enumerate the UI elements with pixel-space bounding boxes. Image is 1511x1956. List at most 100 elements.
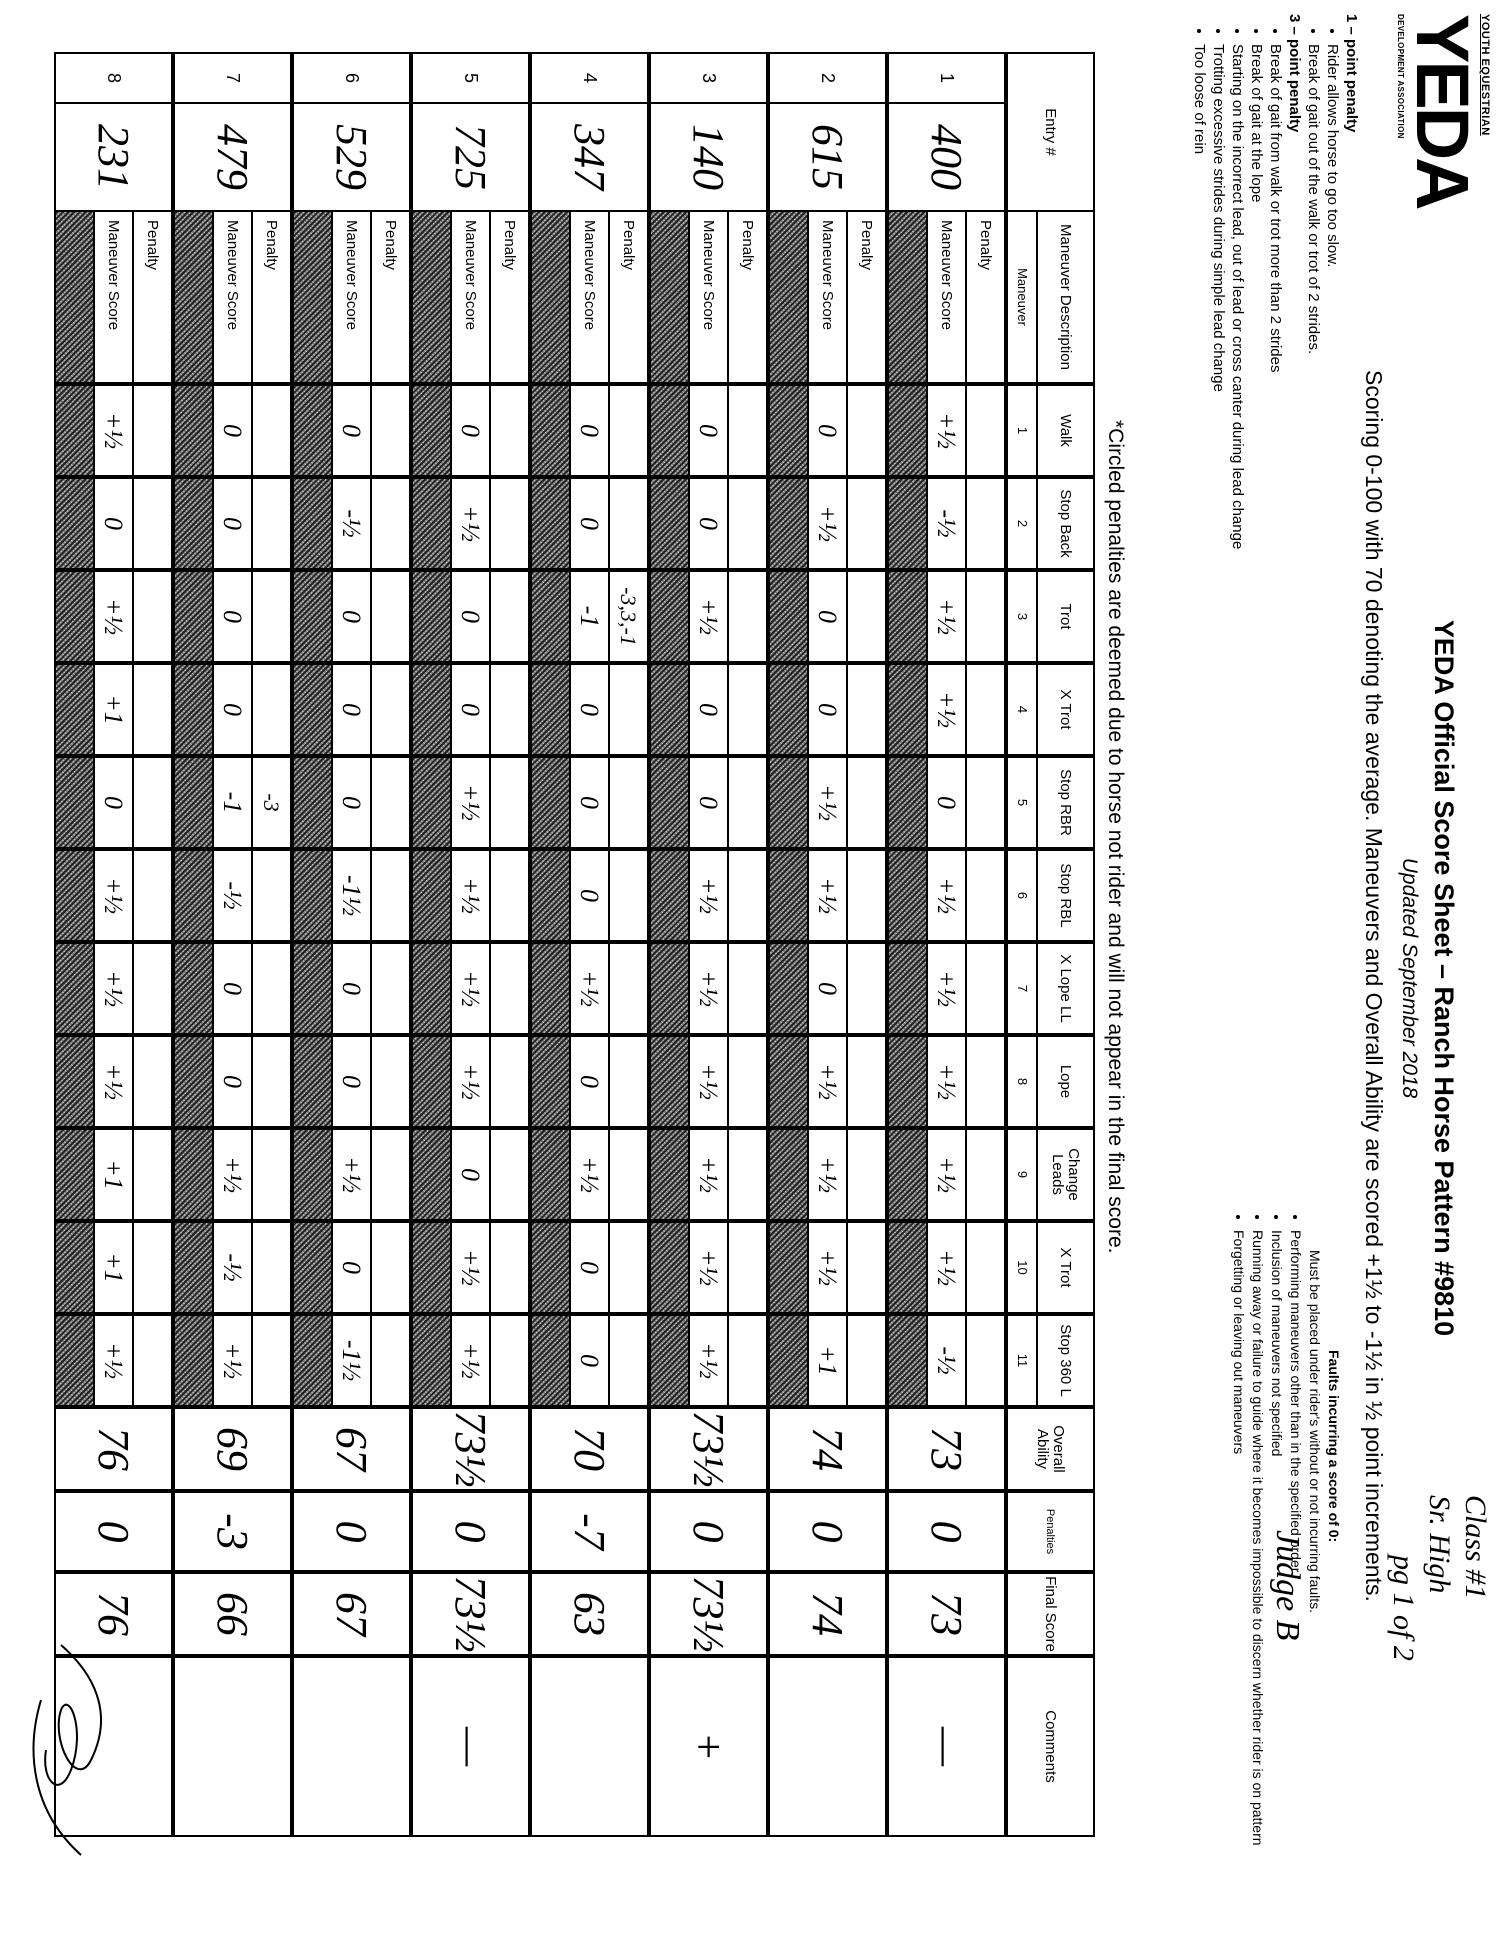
penalty-cell [133,756,173,849]
penalty-cell [728,756,768,849]
shaded-cell [649,942,689,1035]
rule-item: Break of gait at the lope [1247,44,1266,549]
shaded-cell [887,570,927,663]
shaded-cell [887,942,927,1035]
penalty-cell [847,849,887,942]
maneuver-score-cell: 0 [570,384,609,477]
maneuver-score-cell: +½ [570,942,609,1035]
penalty-cell [966,570,1006,663]
shaded-cell [55,477,94,570]
rule-item: Rider allows horse to go too slow. [1323,44,1342,549]
maneuver-score-cell: +½ [689,1314,728,1407]
maneuver-score-cell: +½ [927,384,966,477]
maneuver-header: Walk [1037,384,1094,477]
shaded-cell [411,849,451,942]
penalty-cell [252,849,292,942]
shaded-cell [768,1221,808,1314]
shaded-cell [887,663,927,756]
maneuver-score-cell: 0 [570,477,609,570]
penalty-cell [252,477,292,570]
maneuver-number: 4 [1006,663,1037,756]
faults-note: Must be placed under rider's without or … [1307,1250,1323,1613]
penalty-cell [371,942,411,1035]
rule-item: Too loose of rein [1190,44,1209,549]
row-number: 8 [55,53,173,103]
maneuver-score-cell: +½ [451,477,490,570]
maneuver-score-cell: 0 [451,1128,490,1221]
shaded-cell [530,1221,570,1314]
penalty-cell [371,756,411,849]
penalty-cell [490,384,530,477]
maneuver-header: X Trot [1037,663,1094,756]
shaded-cell [530,477,570,570]
maneuver-score-cell: -1 [213,756,252,849]
final-score: 63 [530,1572,649,1656]
maneuver-score-cell: 0 [213,570,252,663]
shaded-cell [173,211,213,384]
penalty-cell [490,1128,530,1221]
shaded-cell [649,570,689,663]
shaded-cell [530,942,570,1035]
maneuver-score-cell: +½ [689,849,728,942]
penalty-cell [966,756,1006,849]
penalty-total: -7 [530,1491,649,1572]
maneuver-score-cell: 0 [689,663,728,756]
penalty-cell [490,1035,530,1128]
shaded-cell [887,1314,927,1407]
maneuver-score-cell: +½ [213,1314,252,1407]
penalty-cell [728,384,768,477]
shaded-cell [55,384,94,477]
rule-item: Break of gait from walk or trot more tha… [1266,44,1285,549]
penalty-total: -3 [173,1491,292,1572]
overall-ability: 73 [887,1407,1006,1491]
maneuver-score-cell: +½ [451,1314,490,1407]
penalty-cell [371,663,411,756]
shaded-cell [411,756,451,849]
penalty-cell [252,1314,292,1407]
shaded-cell [173,1035,213,1128]
maneuver-score-cell: +1 [94,663,133,756]
penalty-total: 0 [649,1491,768,1572]
shaded-cell [411,942,451,1035]
rule-item: Trotting excessive strides during simple… [1209,44,1228,549]
scoring-instructions: Scoring 0-100 with 70 denoting the avera… [1361,370,1387,1602]
maneuver-score-cell: 0 [451,384,490,477]
penalty-cell [966,849,1006,942]
shaded-cell [411,1221,451,1314]
one-point-title: 1 – point penalty [1343,14,1360,133]
shaded-cell [649,1314,689,1407]
maneuver-score-cell: +½ [94,849,133,942]
maneuver-score-cell: +½ [808,477,847,570]
maneuver-number: 7 [1006,942,1037,1035]
maneuver-score-cell: +½ [94,1314,133,1407]
shaded-cell [411,663,451,756]
penalty-total: 0 [55,1491,173,1572]
maneuver-score-cell: +½ [927,849,966,942]
penalty-cell [133,1035,173,1128]
penalty-label: Penalty [490,211,530,384]
maneuver-score-cell: +½ [570,1128,609,1221]
penalty-label: Penalty [133,211,173,384]
shaded-cell [55,849,94,942]
final-score-header: Final Score [1006,1572,1094,1656]
maneuver-score-cell: +½ [927,1221,966,1314]
shaded-cell [55,1314,94,1407]
maneuver-score-cell: 0 [332,1035,371,1128]
maneuver-score-cell: -1½ [332,1314,371,1407]
maneuver-score-cell: +½ [451,849,490,942]
shaded-cell [292,384,332,477]
penalty-cell [252,1035,292,1128]
shaded-cell [768,942,808,1035]
comment [292,1656,411,1836]
shaded-cell [173,570,213,663]
penalty-cell [728,570,768,663]
maneuver-number: 2 [1006,477,1037,570]
maneuver-score-cell: 0 [689,384,728,477]
row-number: 3 [649,53,768,103]
penalty-cell [609,477,649,570]
penalty-label: Penalty [966,211,1006,384]
rule-item: Starting on the incorrect lead, out of l… [1228,44,1247,549]
shaded-cell [55,1221,94,1314]
penalty-cell [133,663,173,756]
penalty-cell [847,942,887,1035]
